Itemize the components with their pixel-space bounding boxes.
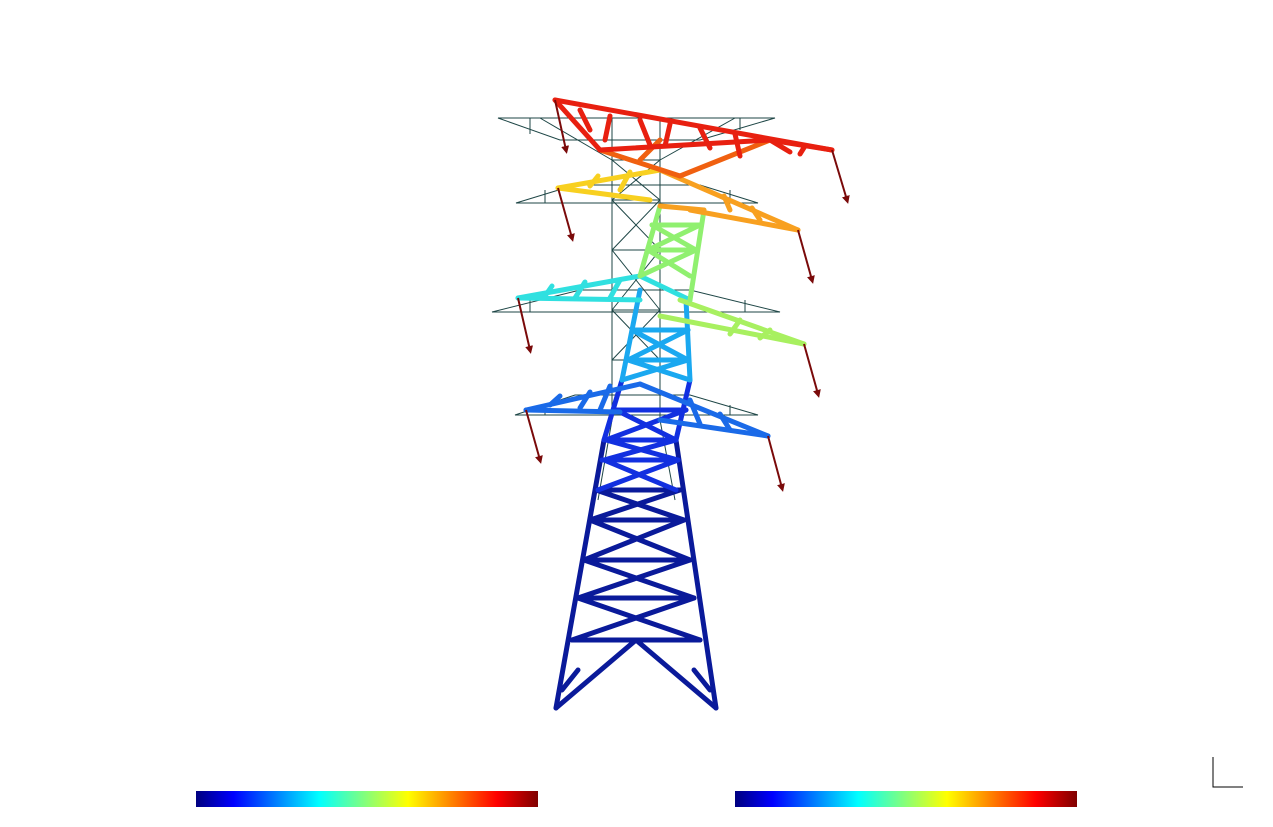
arrow-down-icon xyxy=(557,187,575,242)
arrow-down-icon xyxy=(525,409,543,464)
colorbar-right xyxy=(735,791,1077,807)
arrow-down-icon xyxy=(803,343,821,398)
colorbar-left xyxy=(196,791,538,807)
arrow-down-icon xyxy=(797,229,815,284)
axis-triad-icon xyxy=(1212,757,1243,788)
arrow-down-icon xyxy=(517,297,533,354)
load-arrows xyxy=(517,99,850,492)
arrow-down-icon xyxy=(767,435,785,492)
arrow-down-icon xyxy=(831,149,850,204)
arrow-down-icon xyxy=(554,99,570,154)
deformed-tower-members xyxy=(515,97,835,711)
